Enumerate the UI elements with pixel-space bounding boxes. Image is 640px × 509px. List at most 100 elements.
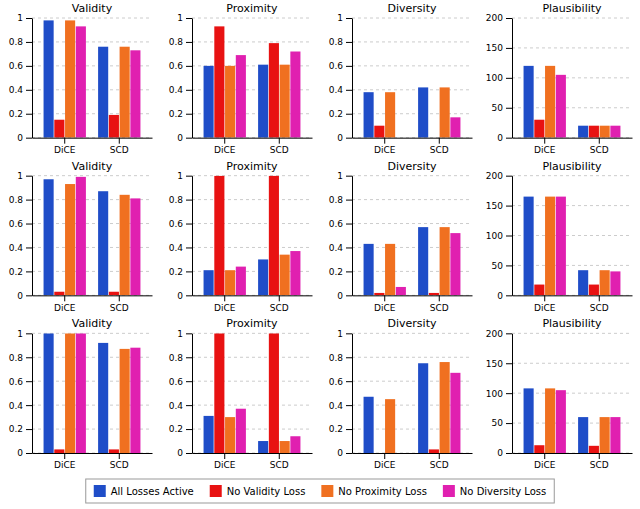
tick-mark	[224, 295, 225, 301]
tick-label: 0.4	[169, 243, 184, 253]
grid-line	[512, 333, 632, 334]
bar	[204, 416, 214, 453]
tick-mark	[26, 90, 32, 91]
grid-line	[192, 405, 312, 406]
tick-mark	[186, 429, 192, 430]
y-axis: 00.20.40.60.81	[169, 329, 193, 459]
tick-mark	[186, 114, 192, 115]
tick-mark	[506, 453, 512, 454]
bar	[54, 449, 64, 453]
tick: SCD	[430, 453, 449, 470]
tick-mark	[186, 357, 192, 358]
bar	[578, 126, 588, 138]
bar	[440, 362, 450, 453]
x-axis: DiCESCD	[353, 453, 473, 470]
tick: 0	[497, 133, 512, 143]
tick: 0.4	[169, 85, 192, 95]
bar	[524, 197, 534, 296]
bar	[120, 349, 130, 453]
bar	[214, 26, 224, 137]
tick-label: DiCE	[54, 145, 76, 155]
y-axis: 00.20.40.60.81	[329, 329, 353, 459]
tick-label: 0	[177, 448, 183, 458]
grid-line	[192, 357, 312, 358]
bar	[545, 388, 555, 453]
grid-line	[352, 65, 472, 66]
tick: 0	[177, 448, 192, 458]
tick-label: 0.6	[329, 61, 344, 71]
tick-mark	[26, 405, 32, 406]
tick-mark	[346, 200, 352, 201]
axis-line	[512, 334, 513, 454]
tick-label: 0	[337, 448, 343, 458]
tick-label: 0.6	[9, 219, 24, 229]
panel: 050100150200DiCESCDPlausibility	[486, 160, 633, 313]
tick-mark	[186, 381, 192, 382]
bar	[54, 120, 64, 138]
bar	[385, 92, 395, 137]
tick-mark	[64, 295, 65, 301]
y-axis: 050100150200	[486, 329, 513, 459]
tick: DiCE	[534, 138, 556, 155]
bar	[524, 66, 534, 138]
tick-mark	[346, 18, 352, 19]
tick: DiCE	[214, 453, 236, 470]
tick-label: 1	[17, 13, 23, 23]
grid-line	[192, 175, 312, 176]
tick: 1	[337, 329, 352, 339]
tick-mark	[26, 66, 32, 67]
bar	[418, 227, 428, 295]
tick-mark	[279, 453, 280, 459]
bar	[418, 87, 428, 137]
tick: SCD	[590, 295, 609, 312]
axis-line	[353, 295, 473, 296]
panel: 00.20.40.60.81DiCESCDProximity	[169, 317, 313, 470]
tick-label: 200	[486, 13, 503, 23]
x-axis: DiCESCD	[33, 138, 153, 155]
tick-mark	[346, 453, 352, 454]
tick: DiCE	[534, 453, 556, 470]
bar	[385, 399, 395, 453]
tick-mark	[506, 48, 512, 49]
tick-label: DiCE	[54, 303, 76, 313]
bars	[204, 333, 301, 453]
bar	[374, 293, 384, 295]
tick-mark	[346, 90, 352, 91]
panel: 00.20.40.60.81DiCESCDProximity	[169, 2, 313, 155]
legend-item: All Losses Active	[94, 485, 194, 497]
tick-label: 0.2	[9, 267, 23, 277]
tick-label: 150	[486, 359, 503, 369]
bar	[450, 117, 460, 137]
tick-label: 100	[486, 73, 503, 83]
tick: 0.2	[169, 424, 192, 434]
tick-label: 0.4	[9, 243, 24, 253]
bars	[44, 20, 141, 137]
tick-mark	[186, 453, 192, 454]
title: Proximity	[226, 317, 278, 330]
tick-mark	[506, 138, 512, 139]
tick: 200	[486, 329, 512, 339]
tick: 0	[17, 291, 32, 301]
bar	[225, 66, 235, 138]
tick-label: 0.8	[329, 37, 344, 47]
grid-line	[352, 357, 472, 358]
bar	[534, 445, 544, 453]
tick-mark	[346, 295, 352, 296]
legend-item: No Proximity Loss	[321, 485, 427, 497]
panel: 00.20.40.60.81DiCESCDValidity	[9, 2, 153, 155]
tick-mark	[186, 224, 192, 225]
tick-mark	[506, 363, 512, 364]
bar	[556, 390, 566, 453]
legend-item: No Diversity Loss	[443, 485, 546, 497]
tick-mark	[346, 429, 352, 430]
tick: 0	[17, 133, 32, 143]
tick-label: 0.8	[329, 353, 344, 363]
bar	[429, 293, 439, 295]
tick: SCD	[590, 453, 609, 470]
y-axis: 050100150200	[486, 171, 513, 301]
grid-line	[192, 247, 312, 248]
tick-label: 0	[337, 133, 343, 143]
tick-mark	[64, 453, 65, 459]
title: Diversity	[388, 160, 437, 173]
legend-swatch	[210, 485, 222, 497]
